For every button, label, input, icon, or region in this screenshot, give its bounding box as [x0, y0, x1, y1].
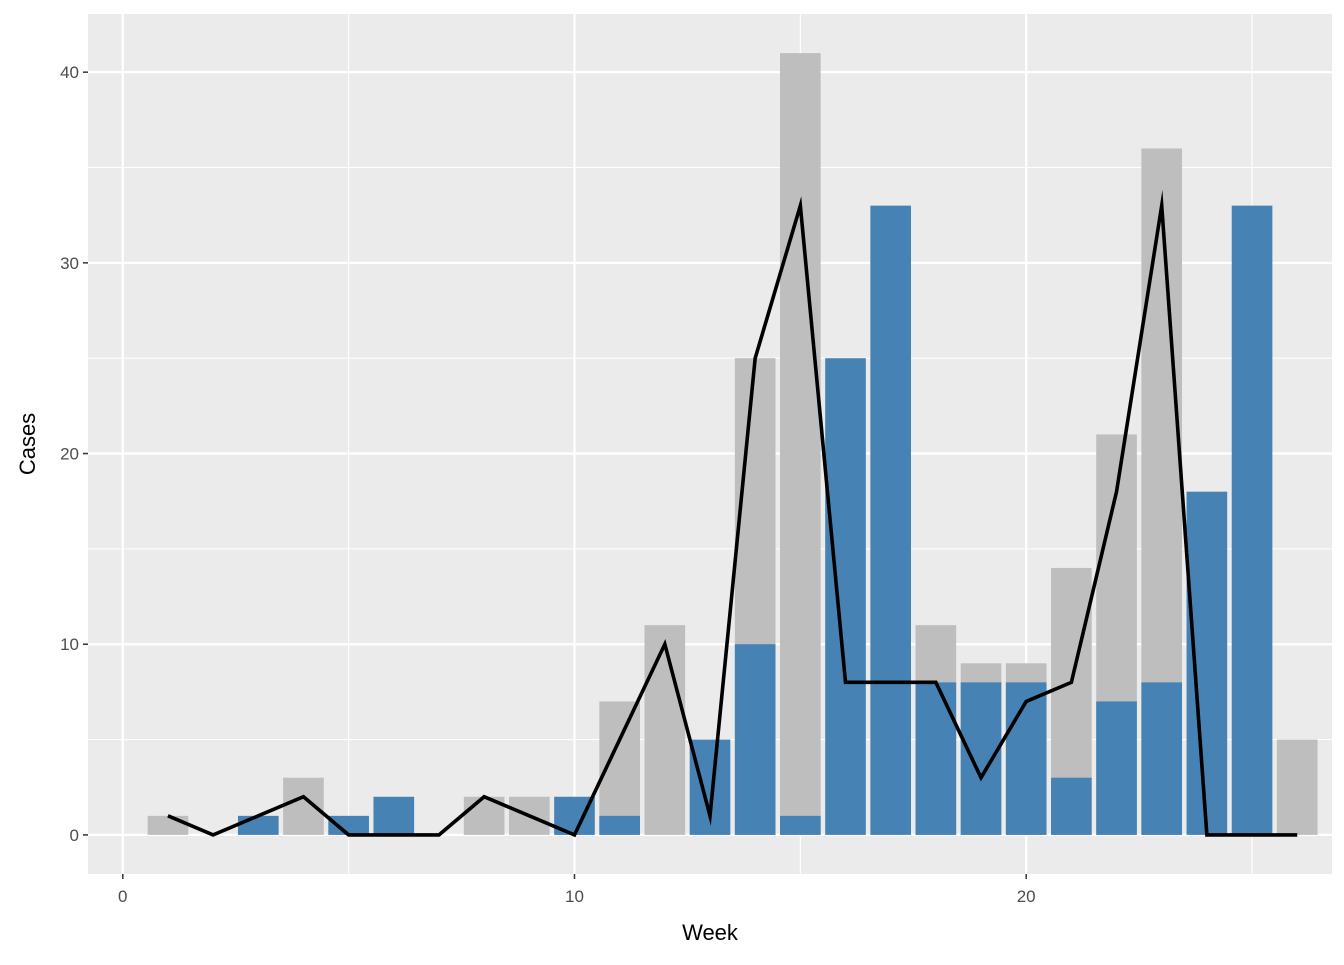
bar: [960, 682, 1002, 835]
bar: [870, 205, 912, 835]
bar: [1141, 682, 1183, 835]
bar: [915, 682, 957, 835]
bar: [1096, 701, 1137, 835]
series-line: [167, 189, 1298, 838]
x-axis-title: Week: [682, 920, 739, 945]
bar: [147, 815, 189, 835]
bar: [780, 53, 821, 835]
bar: [780, 815, 821, 835]
bar: [1276, 739, 1318, 835]
bar: [825, 358, 866, 835]
x-tick-label: 0: [118, 887, 127, 906]
y-tick-label: 10: [60, 635, 79, 654]
y-tick-label: 40: [60, 63, 79, 82]
bar: [283, 777, 324, 835]
bar: [237, 815, 279, 835]
bar: [328, 815, 369, 835]
y-axis: 0 10 20 30 40: [60, 63, 88, 845]
bar: [644, 625, 686, 835]
y-tick-label: 20: [60, 445, 79, 464]
x-tick-label: 20: [1017, 887, 1036, 906]
bar: [1186, 491, 1228, 835]
bar: [734, 644, 776, 835]
y-tick-label: 0: [70, 826, 79, 845]
y-axis-title: Cases: [15, 413, 40, 475]
bar: [599, 815, 640, 835]
bar: [373, 796, 415, 835]
x-tick-label: 10: [565, 887, 584, 906]
bar: [1231, 205, 1273, 835]
line-layer: [167, 189, 1298, 838]
bar: [1005, 682, 1047, 835]
bar: [1051, 777, 1092, 835]
x-axis: 0 10 20: [118, 874, 1036, 906]
y-tick-label: 30: [60, 254, 79, 273]
